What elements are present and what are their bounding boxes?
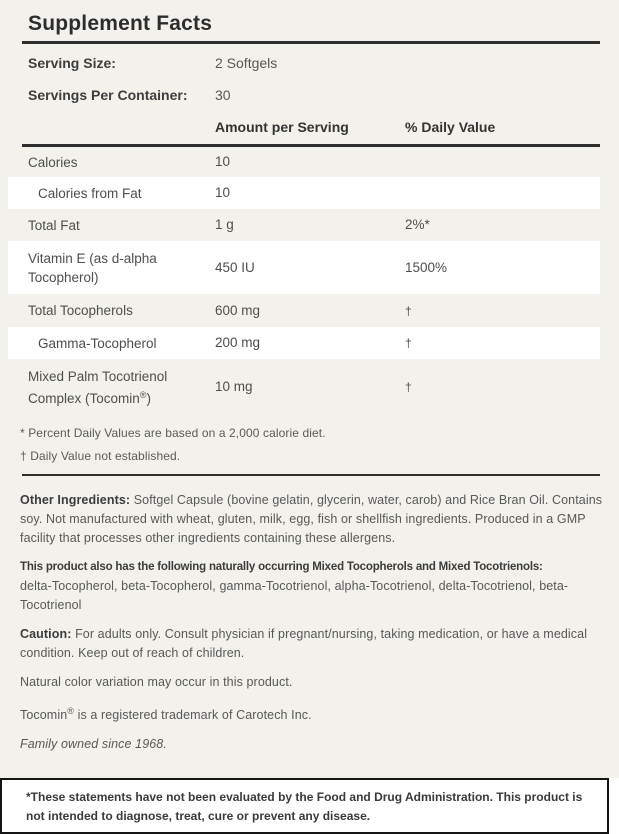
table-row-gamma-tocopherol: Gamma-Tocopherol 200 mg † xyxy=(8,327,600,359)
other-ingredients-label: Other Ingredients: xyxy=(20,493,131,507)
row-label: Total Tocopherols xyxy=(28,303,133,318)
row-label: Calories from Fat xyxy=(38,185,142,201)
naturally-occurring-label: This product also has the following natu… xyxy=(20,561,543,573)
footnote-daily-value-not-established: † Daily Value not established. xyxy=(20,449,181,463)
caution-paragraph: Caution: For adults only. Consult physic… xyxy=(20,625,609,663)
fda-disclaimer-box: *These statements have not been evaluate… xyxy=(0,778,609,834)
table-row-calories: Calories 10 xyxy=(8,147,600,177)
serving-size-row: Serving Size: 2 Softgels xyxy=(28,54,619,72)
servings-per-container-value: 30 xyxy=(215,87,231,103)
label-panel: Supplement Facts Serving Size: 2 Softgel… xyxy=(0,0,619,778)
row-amount: 1 g xyxy=(215,217,234,232)
family-owned-tagline: Family owned since 1968. xyxy=(20,737,167,751)
servings-per-container-label: Servings Per Container: xyxy=(28,87,188,103)
row-label-text: Mixed Palm Tocotrienol Complex (Tocomin xyxy=(28,368,168,406)
table-column-headers: Amount per Serving % Daily Value xyxy=(215,118,619,136)
trademark-note: Tocomin® is a registered trademark of Ca… xyxy=(20,702,609,725)
caution-label: Caution: xyxy=(20,627,72,641)
row-label: Total Fat xyxy=(28,217,80,233)
row-daily-value: 1500% xyxy=(405,259,448,275)
divider-rule-header xyxy=(22,144,600,147)
row-amount: 200 mg xyxy=(215,335,261,350)
divider-rule-top xyxy=(22,41,600,44)
row-daily-value: 2%* xyxy=(405,217,430,232)
serving-size-label: Serving Size: xyxy=(28,55,116,71)
label-information-section: Other Ingredients: Softgel Capsule (bovi… xyxy=(20,491,609,754)
other-ingredients-text: Softgel Capsule (bovine gelatin, glyceri… xyxy=(20,493,603,545)
row-daily-value: † xyxy=(405,336,412,350)
servings-per-container-row: Servings Per Container: 30 xyxy=(28,86,619,104)
naturally-occurring-paragraph: This product also has the following natu… xyxy=(20,558,609,615)
column-header-daily-value: % Daily Value xyxy=(405,119,496,135)
registered-trademark-symbol: ® xyxy=(67,706,74,716)
table-row-total-tocopherols: Total Tocopherols 600 mg † xyxy=(8,294,600,327)
fda-disclaimer-text: *These statements have not been evaluate… xyxy=(26,790,583,823)
column-header-amount: Amount per Serving xyxy=(215,119,349,135)
trademark-name: Tocomin xyxy=(20,708,68,722)
row-label-end: ) xyxy=(146,390,151,406)
row-label: Calories xyxy=(28,154,78,170)
row-amount: 10 xyxy=(215,154,231,169)
row-label: Mixed Palm Tocotrienol Complex (Tocomin®… xyxy=(8,367,215,408)
caution-text: For adults only. Consult physician if pr… xyxy=(20,627,588,660)
row-amount: 600 mg xyxy=(215,302,261,318)
table-row-total-fat: Total Fat 1 g 2%* xyxy=(8,209,600,241)
table-footnotes: * Percent Daily Values are based on a 2,… xyxy=(20,422,619,468)
trademark-text: is a registered trademark of Carotech In… xyxy=(77,708,312,722)
row-label: Vitamin E (as d-alpha Tocopherol) xyxy=(28,250,157,285)
row-daily-value: † xyxy=(405,380,412,394)
other-ingredients-paragraph: Other Ingredients: Softgel Capsule (bovi… xyxy=(20,491,609,548)
row-daily-value: † xyxy=(405,303,412,318)
registered-trademark-symbol: ® xyxy=(139,389,147,400)
serving-size-value: 2 Softgels xyxy=(215,55,278,71)
nutrition-table: Calories 10 Calories from Fat 10 Total F… xyxy=(8,147,600,415)
row-amount: 10 mg xyxy=(215,379,253,394)
color-variation-note: Natural color variation may occur in thi… xyxy=(20,675,293,689)
naturally-occurring-text: delta-Tocopherol, beta-Tocopherol, gamma… xyxy=(20,579,569,612)
table-row-calories-from-fat: Calories from Fat 10 xyxy=(8,177,600,209)
footnote-percent-daily-value: * Percent Daily Values are based on a 2,… xyxy=(20,426,326,440)
page-title: Supplement Facts xyxy=(28,12,213,35)
table-row-vitamin-e: Vitamin E (as d-alpha Tocopherol) 450 IU… xyxy=(8,241,600,294)
table-row-mixed-palm-tocotrienol: Mixed Palm Tocotrienol Complex (Tocomin®… xyxy=(8,359,600,415)
row-amount: 450 IU xyxy=(215,259,255,275)
row-amount: 10 xyxy=(215,185,231,200)
row-label: Gamma-Tocopherol xyxy=(38,335,157,351)
divider-rule-bottom xyxy=(22,474,600,476)
